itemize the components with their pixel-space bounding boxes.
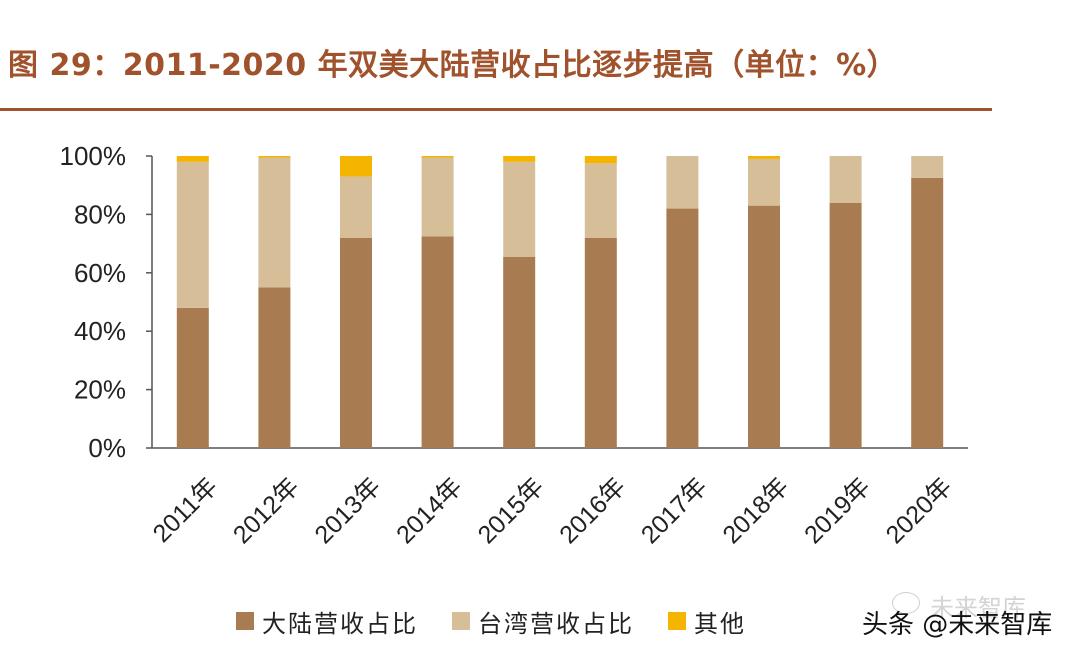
bar-segment-taiwan <box>176 161 209 308</box>
legend-swatch-mainland <box>236 612 254 630</box>
bar-segment-taiwan <box>340 176 372 238</box>
bar-segment-mainland <box>829 202 862 448</box>
bar-segment-other <box>340 156 372 177</box>
bar-segment-taiwan <box>584 163 617 238</box>
legend-swatch-other <box>668 612 686 630</box>
y-tick-label: 80% <box>74 199 126 229</box>
legend: 大陆营收占比 台湾营收占比 其他 <box>236 604 780 638</box>
bar-segment-mainland <box>176 307 209 448</box>
y-tick-label: 20% <box>74 375 126 405</box>
bar-segment-mainland <box>584 237 617 448</box>
bar-segment-taiwan <box>258 157 291 288</box>
x-tick-label: 2015年 <box>473 472 550 549</box>
bar-segment-other <box>584 156 617 164</box>
bar-segment-taiwan <box>911 156 944 178</box>
bar-segment-other <box>503 156 536 162</box>
bar-segment-other <box>421 156 454 158</box>
bar-segment-mainland <box>258 287 291 448</box>
bar-segment-mainland <box>911 177 944 448</box>
y-tick-label: 40% <box>74 316 126 346</box>
legend-swatch-taiwan <box>452 612 470 630</box>
title-rule <box>0 108 992 111</box>
bar-segment-mainland <box>666 208 699 448</box>
x-tick-label: 2019年 <box>799 472 876 549</box>
x-tick-label: 2018年 <box>717 472 794 549</box>
x-tick-label: 2012年 <box>228 472 305 549</box>
y-tick-label: 60% <box>74 258 126 288</box>
bar-segment-taiwan <box>666 156 699 209</box>
bar-segment-other <box>176 156 209 162</box>
y-tick-label: 0% <box>88 433 126 463</box>
legend-label-taiwan: 台湾营收占比 <box>478 609 634 638</box>
bar-segment-other <box>748 156 780 159</box>
stacked-bar-chart: 0%20%40%60%80%100%2011年 2012年 2013年 2014年 20… <box>60 141 968 549</box>
y-tick-label: 100% <box>60 141 127 171</box>
chart-title: 图 29：2011-2020 年双美大陆营收占比逐步提高（单位：%） <box>8 48 898 83</box>
watermark-text: 头条 @未来智库 <box>862 610 1053 640</box>
x-tick-label: 2020年 <box>881 472 958 549</box>
bar-segment-mainland <box>421 236 454 448</box>
x-tick-label: 2013年 <box>309 472 386 549</box>
x-tick-label: 2014年 <box>391 472 468 549</box>
watermark-faded-text: 未来智库 <box>930 594 1026 622</box>
legend-item-other: 其他 <box>668 604 746 639</box>
bar-segment-other <box>258 156 291 158</box>
bar-segment-mainland <box>748 205 780 448</box>
x-tick-label: 2017年 <box>636 472 713 549</box>
legend-item-taiwan: 台湾营收占比 <box>452 604 634 639</box>
legend-item-mainland: 大陆营收占比 <box>236 604 418 639</box>
bar-segment-taiwan <box>829 156 862 203</box>
legend-label-mainland: 大陆营收占比 <box>262 609 418 638</box>
bar-segment-mainland <box>340 237 372 448</box>
bar-segment-taiwan <box>748 158 780 206</box>
legend-label-other: 其他 <box>694 609 746 638</box>
bar-segment-taiwan <box>421 157 454 237</box>
bar-segment-mainland <box>503 256 536 448</box>
x-tick-label: 2016年 <box>554 472 631 549</box>
x-tick-label: 2011年 <box>148 472 223 547</box>
watermark-logo-icon <box>892 592 920 614</box>
bar-segment-taiwan <box>503 161 536 257</box>
